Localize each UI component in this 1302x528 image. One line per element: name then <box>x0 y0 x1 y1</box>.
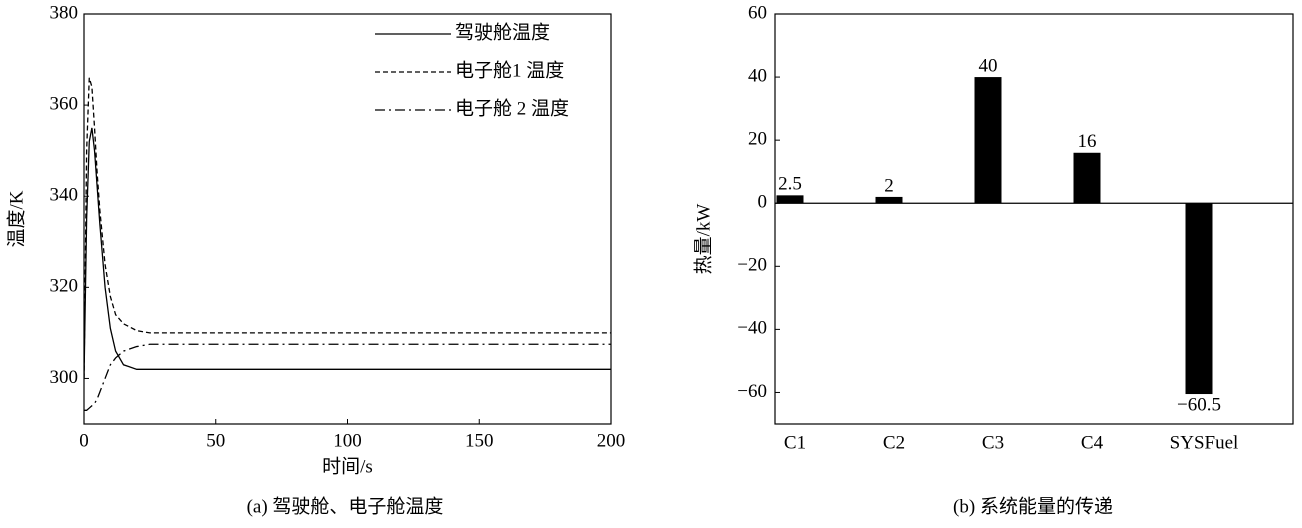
y-tick-label: 20 <box>748 129 767 150</box>
x-tick-label: 200 <box>597 430 626 451</box>
plot-frame <box>83 13 612 425</box>
y-tick-label: 380 <box>50 2 79 23</box>
legend-label: 驾驶舱温度 <box>455 21 550 43</box>
x-tick-label: SYSFuel <box>1170 432 1239 453</box>
x-tick-label: C1 <box>784 432 806 453</box>
value-label: 2 <box>884 175 894 196</box>
y-axis-label: 热量/kW <box>692 204 714 275</box>
x-tick-label: 0 <box>79 430 89 451</box>
plot-frame <box>774 13 1294 425</box>
x-tick-label: 50 <box>206 430 225 451</box>
value-label: 40 <box>979 55 998 76</box>
bar <box>875 196 903 204</box>
bar <box>1185 203 1213 395</box>
bar <box>1073 152 1101 204</box>
y-tick-label: 320 <box>50 276 79 297</box>
y-tick-label: 340 <box>50 185 79 206</box>
y-tick-label: 360 <box>50 93 79 114</box>
y-tick-label: 300 <box>50 367 79 388</box>
x-tick-label: C2 <box>883 432 905 453</box>
y-tick-label: 40 <box>748 65 767 86</box>
legend-label: 电子舱1 温度 <box>455 59 564 81</box>
x-axis-label: 时间/s <box>322 455 373 477</box>
y-tick-label: −60 <box>737 381 767 402</box>
value-label: 16 <box>1078 131 1097 152</box>
caption: (b) 系统能量的传递 <box>953 495 1113 517</box>
y-tick-label: 60 <box>748 2 767 23</box>
series-line <box>84 127 611 379</box>
x-tick-label: 100 <box>333 430 362 451</box>
y-tick-label: −40 <box>737 318 767 339</box>
y-axis-label: 温度/K <box>5 190 27 247</box>
bar <box>776 195 804 204</box>
caption: (a) 驾驶舱、电子舱温度 <box>247 495 444 517</box>
x-tick-label: 150 <box>465 430 494 451</box>
x-tick-label: C4 <box>1081 432 1104 453</box>
y-tick-label: −20 <box>737 255 767 276</box>
value-label: 2.5 <box>778 174 802 195</box>
value-label: −60.5 <box>1177 394 1221 415</box>
bar <box>974 77 1002 204</box>
x-tick-label: C3 <box>982 432 1004 453</box>
series-line <box>84 77 611 379</box>
series-line <box>84 343 611 411</box>
y-tick-label: 0 <box>758 192 768 213</box>
legend-label: 电子舱 2 温度 <box>455 97 569 119</box>
